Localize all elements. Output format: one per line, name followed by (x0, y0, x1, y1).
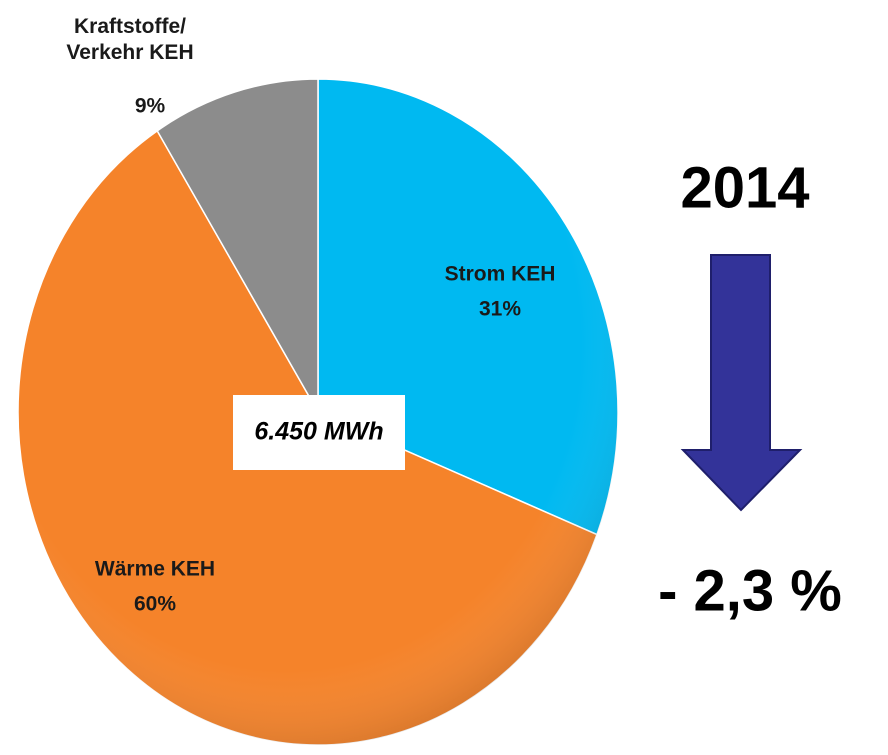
slice-value-label: 31% (479, 298, 521, 321)
slice-label: Strom KEH (445, 263, 556, 286)
year-label: 2014 (680, 155, 809, 220)
down-arrow (680, 254, 803, 512)
slice-label: Wärme KEH (95, 558, 215, 581)
total-box (233, 395, 405, 470)
slice-label: Kraftstoffe/Verkehr KEH (66, 15, 193, 64)
slice-value-label: 9% (135, 95, 166, 118)
total-label: 6.450 MWh (254, 418, 383, 446)
change-label: - 2,3 % (658, 558, 842, 623)
slice-value-label: 60% (134, 593, 176, 616)
